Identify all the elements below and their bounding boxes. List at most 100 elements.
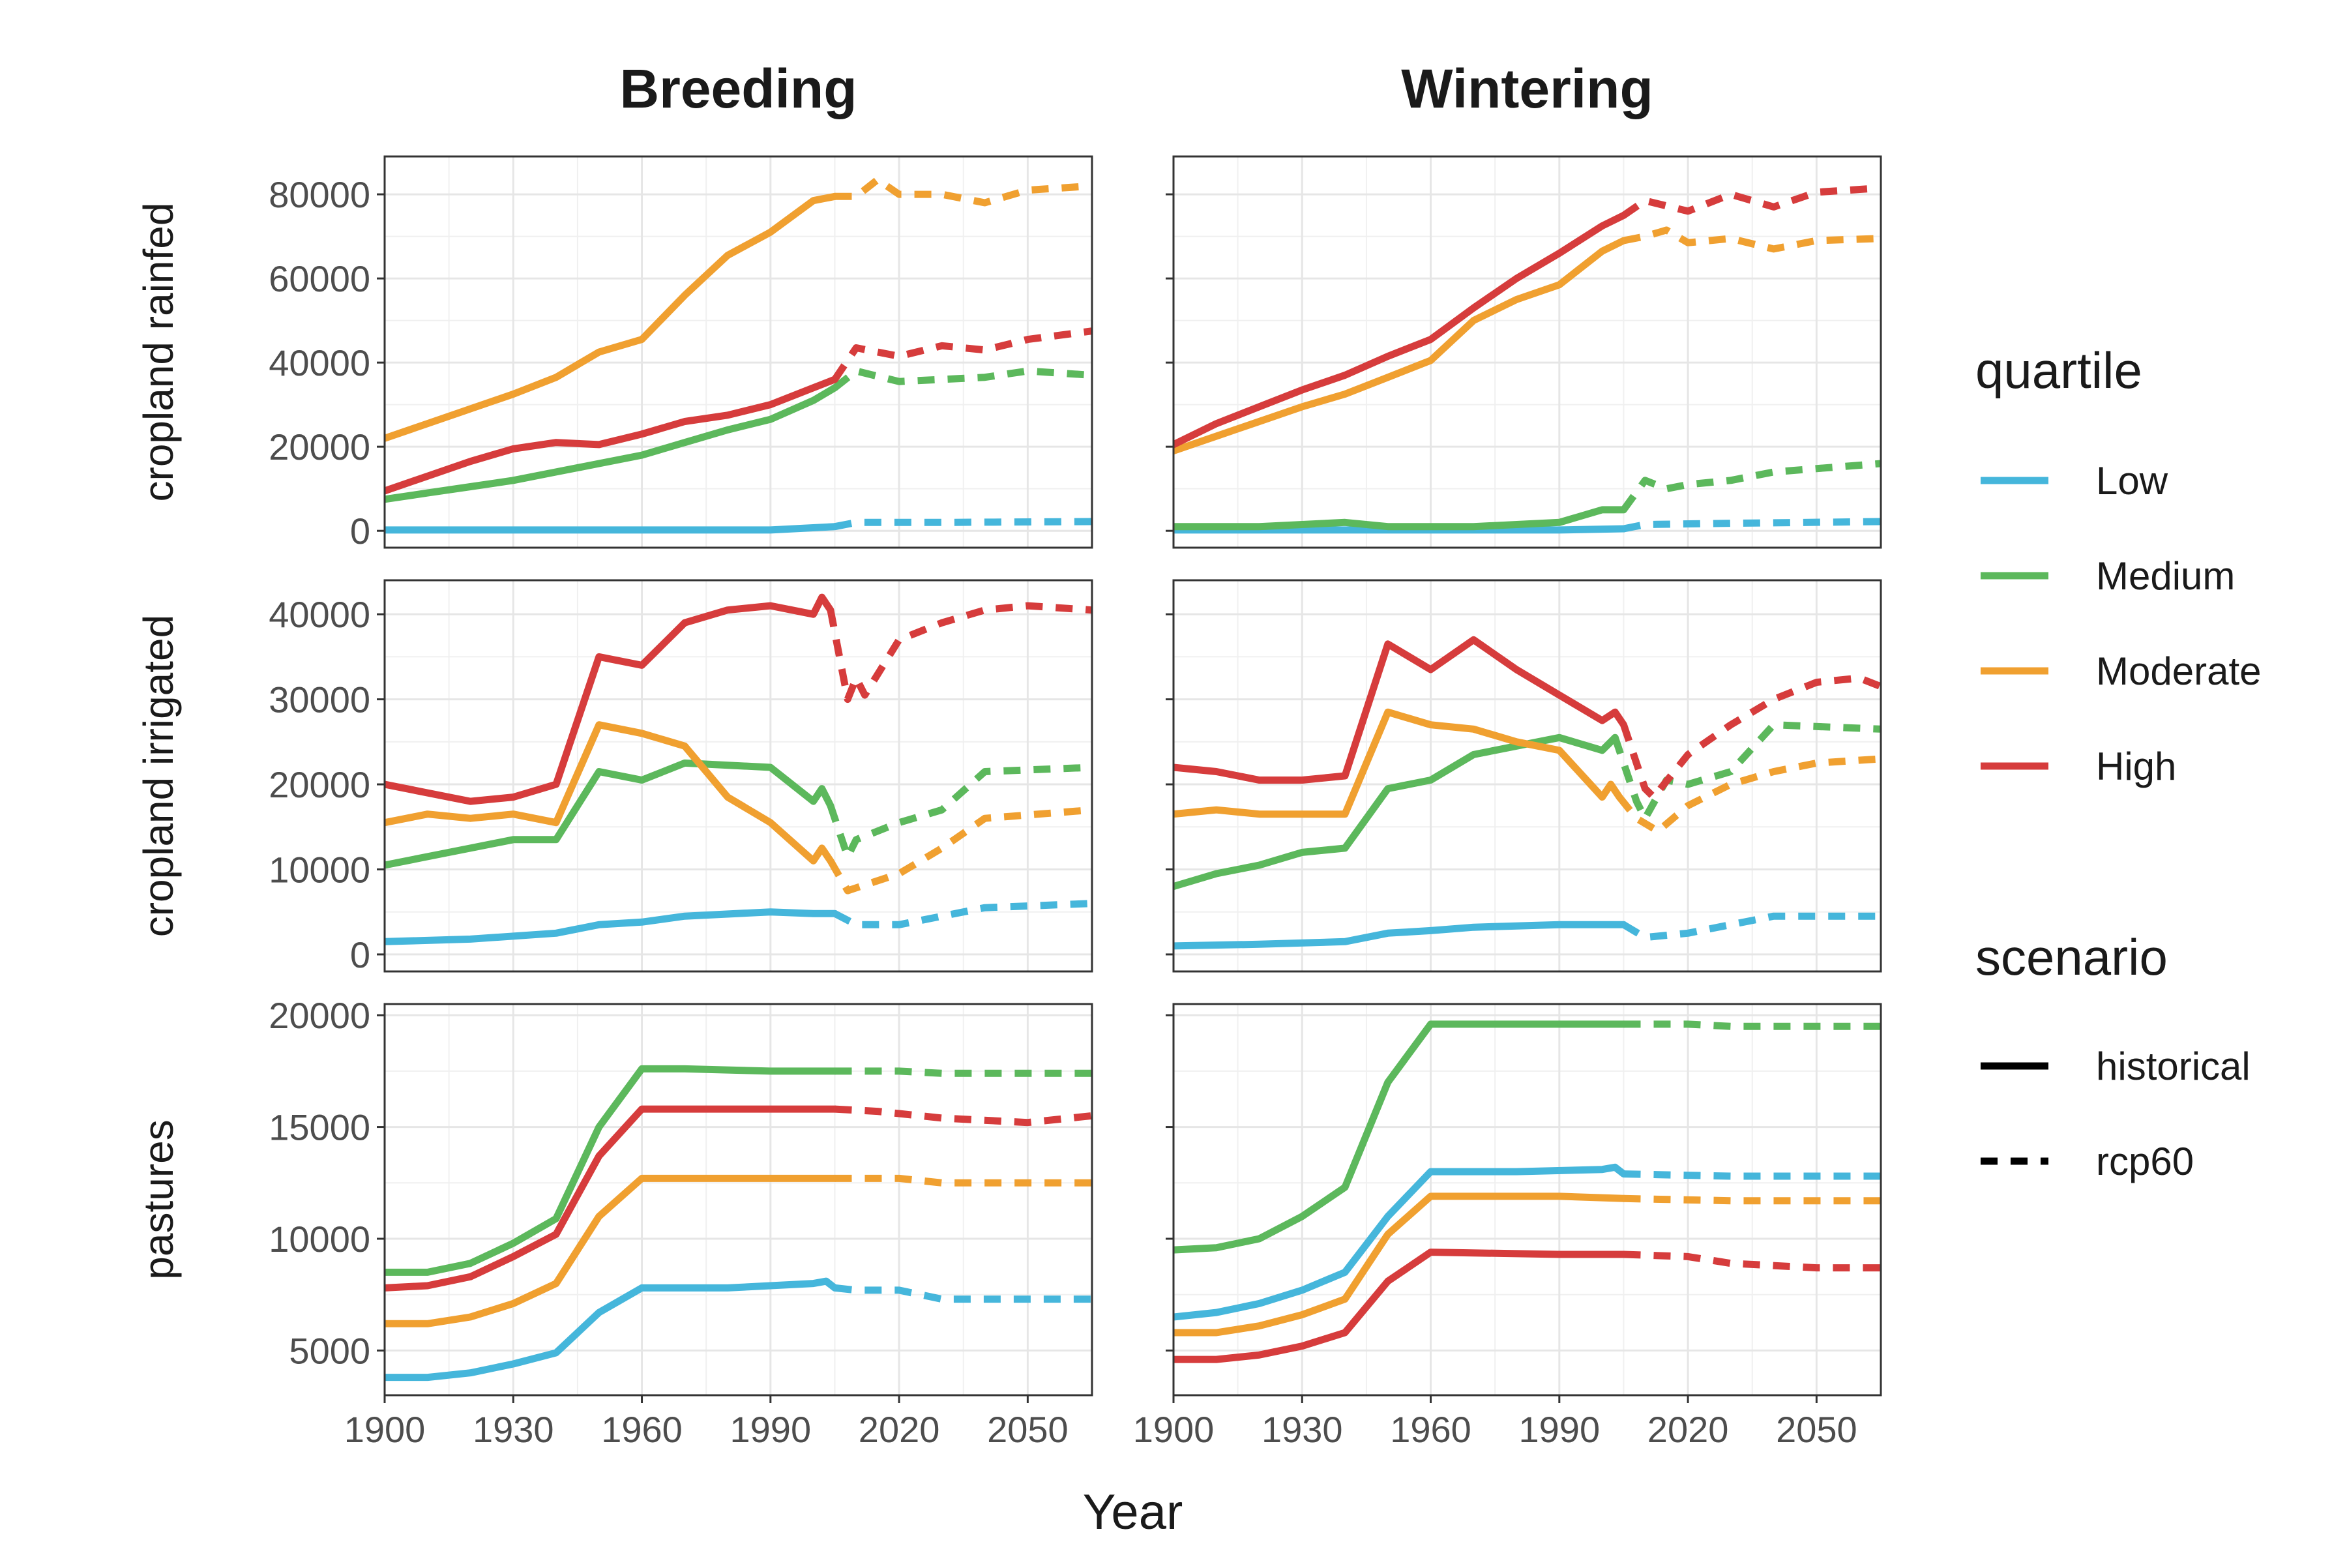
y-tick-label: 0: [350, 510, 370, 552]
x-tick-label: 1960: [1390, 1409, 1471, 1450]
y-tick-label: 20000: [269, 426, 370, 467]
panel-border: [383, 1003, 1093, 1397]
series-line-moderate-rcp60: [834, 176, 1092, 207]
y-tick-label: 60000: [269, 258, 370, 299]
series-line-moderate-historical: [385, 1174, 838, 1327]
y-tick-label: 80000: [269, 174, 370, 215]
legend-label-low: Low: [2096, 459, 2168, 503]
panel-border: [383, 155, 1093, 549]
y-tick-label: 40000: [269, 594, 370, 635]
series-line-low-historical: [385, 1277, 838, 1382]
series-line-high-historical: [385, 1105, 838, 1292]
x-tick-label: 1990: [730, 1409, 812, 1450]
facet-title-wintering: Wintering: [1401, 58, 1653, 119]
panel-border: [1172, 579, 1882, 973]
series-group: [385, 1065, 1092, 1382]
y-tick-label: 10000: [269, 849, 370, 890]
series-line-low-rcp60: [834, 518, 1092, 531]
series-line-low-rcp60: [1623, 1170, 1881, 1180]
series-line-moderate-rcp60: [1623, 1194, 1881, 1205]
x-tick-label: 1930: [1262, 1409, 1343, 1450]
series-line-low-rcp60: [1623, 518, 1881, 533]
panel-cropland-rainfed-wintering: [1166, 155, 1882, 549]
series-line-low-rcp60: [834, 1284, 1092, 1303]
series-group: [385, 176, 1092, 534]
panel-pastures-wintering: 1900 1930 1960 1990 2020 2050: [1133, 1003, 1882, 1450]
y-tick-label: 15000: [269, 1107, 370, 1148]
legend-label-historical: historical: [2096, 1044, 2251, 1088]
x-axis-title: Year: [1083, 1485, 1183, 1540]
x-tick-label: 1930: [473, 1409, 554, 1450]
panel-background: [1174, 156, 1881, 548]
series-line-high-rcp60: [834, 1105, 1092, 1127]
row-label-pastures: pastures: [135, 1119, 182, 1279]
series-line-medium-historical: [385, 1065, 838, 1276]
series-line-moderate-rcp60: [1616, 755, 1881, 835]
legend-label-medium: Medium: [2096, 554, 2235, 598]
series-line-medium-historical: [1174, 1020, 1627, 1254]
series-line-medium-rcp60: [1612, 721, 1881, 822]
series-line-moderate-historical: [385, 721, 834, 865]
legend-quartile: quartile Low Medium Moderate High: [1975, 342, 2261, 788]
panel-background: [1174, 580, 1881, 971]
series-line-low-historical: [1174, 1163, 1627, 1321]
panel-cropland-irrigated-wintering: [1166, 579, 1882, 973]
panel-border: [1172, 1003, 1882, 1397]
series-line-medium-historical: [1174, 506, 1627, 531]
row-label-cropland-rainfed: cropland rainfed: [135, 203, 182, 502]
panel-cropland-rainfed-breeding: 0 20000 40000 60000 80000: [269, 155, 1093, 552]
series-line-high-rcp60: [831, 327, 1092, 381]
series-line-medium-rcp60: [1621, 460, 1881, 512]
panel-pastures-breeding: 5000 10000 15000 20000 1900 1930 1960 1990 2020 2…: [269, 995, 1093, 1450]
series-line-high-historical: [385, 376, 838, 495]
y-tick-label: 10000: [269, 1219, 370, 1260]
x-tick-label: 1900: [344, 1409, 426, 1450]
series-line-high-historical: [1174, 636, 1627, 784]
x-tick-label: 1900: [1133, 1409, 1215, 1450]
series-line-medium-rcp60: [827, 763, 1092, 861]
series-group: [1174, 184, 1881, 534]
series-line-medium-historical: [385, 759, 834, 869]
x-tick-label: 1960: [601, 1409, 683, 1450]
series-line-medium-historical: [385, 384, 838, 503]
series-group: [385, 593, 1092, 945]
panel-border: [383, 579, 1093, 973]
y-tick-label: 30000: [269, 679, 370, 720]
series-line-low-rcp60: [833, 900, 1092, 928]
row-label-cropland-irrigated: cropland irrigated: [135, 615, 182, 938]
legend-label-rcp60: rcp60: [2096, 1140, 2194, 1183]
y-tick-label: 40000: [269, 342, 370, 383]
series-line-low-historical: [385, 908, 838, 945]
series-line-high-historical: [385, 593, 834, 805]
legend-label-moderate: Moderate: [2096, 649, 2261, 693]
legend-label-high: High: [2096, 745, 2176, 788]
series-line-low-historical: [1174, 921, 1627, 950]
legend-scenario: scenario historical rcp60: [1975, 928, 2251, 1183]
y-tick-label: 20000: [269, 995, 370, 1036]
series-line-medium-rcp60: [834, 1067, 1092, 1077]
x-tick-label: 2020: [1647, 1409, 1729, 1450]
series-line-low-rcp60: [1621, 912, 1881, 941]
series-line-moderate-historical: [385, 192, 838, 442]
series-line-high-historical: [1174, 1249, 1627, 1363]
series-line-high-historical: [1174, 211, 1627, 449]
series-group: [1174, 1020, 1881, 1363]
series-line-medium-rcp60: [1623, 1020, 1881, 1030]
series-line-low-historical: [385, 523, 838, 534]
series-line-moderate-rcp60: [1623, 226, 1881, 253]
panel-border: [1172, 155, 1882, 549]
panel-background: [385, 1004, 1092, 1395]
legend-title: scenario: [1975, 928, 2168, 986]
y-tick-label: 20000: [269, 764, 370, 805]
x-tick-label: 2050: [1776, 1409, 1857, 1450]
series-group: [1174, 636, 1881, 950]
x-tick-label: 2020: [859, 1409, 940, 1450]
series-line-medium-historical: [1174, 733, 1619, 891]
panel-cropland-irrigated-breeding: 0 10000 20000 30000 40000: [269, 579, 1093, 975]
legend-title: quartile: [1975, 342, 2142, 399]
x-tick-label: 2050: [987, 1409, 1069, 1450]
series-line-moderate-historical: [1174, 237, 1627, 455]
y-tick-label: 5000: [289, 1330, 370, 1371]
